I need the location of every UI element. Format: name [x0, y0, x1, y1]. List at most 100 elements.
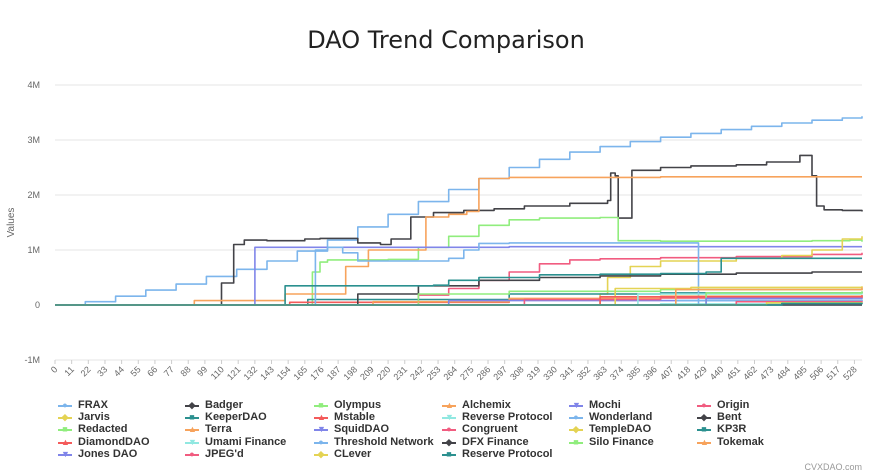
legend-item[interactable]: ● FRAX: [58, 399, 108, 411]
legend-item[interactable]: ■ Redacted: [58, 423, 128, 435]
x-tick-label: 286: [475, 364, 493, 382]
legend-label: Mochi: [589, 399, 621, 411]
y-tick-label: 1M: [27, 245, 40, 255]
legend-item[interactable]: ◆ Bent: [697, 411, 741, 423]
legend-label: Silo Finance: [589, 435, 654, 448]
y-tick-label: 2M: [27, 190, 40, 200]
x-tick-label: 187: [325, 364, 343, 382]
legend-item[interactable]: ▼ Jones DAO: [58, 448, 137, 460]
legend-item[interactable]: ▲ Tokemak: [697, 436, 764, 448]
x-tick-label: 275: [458, 364, 476, 382]
x-tick-label: 473: [758, 364, 776, 382]
legend-item[interactable]: ◆ TempleDAO: [569, 423, 651, 435]
legend-marker-icon: ●: [697, 399, 711, 411]
x-tick-label: 198: [342, 364, 360, 382]
legend-item[interactable]: ■ KP3R: [697, 423, 746, 435]
legend-item[interactable]: ● Origin: [697, 399, 749, 411]
legend-marker-icon: ▲: [58, 436, 72, 448]
legend-item[interactable]: ● Threshold Network: [314, 436, 434, 448]
legend-item[interactable]: ▲ Alchemix: [442, 399, 511, 411]
legend-item[interactable]: ● Congruent: [442, 423, 518, 435]
x-tick-label: 88: [178, 364, 192, 378]
legend-marker-icon: ■: [185, 411, 199, 423]
legend-label: Umami Finance: [205, 435, 287, 448]
legend-marker-icon: ◆: [185, 399, 199, 411]
y-tick-label: -1M: [25, 355, 41, 365]
legend-label: Mstable: [334, 411, 375, 424]
x-tick-label: 528: [841, 364, 859, 382]
x-tick-label: 121: [225, 364, 243, 382]
legend-item[interactable]: ● JPEG'd: [185, 448, 244, 460]
x-tick-label: 77: [162, 364, 176, 378]
x-tick-label: 220: [375, 364, 393, 382]
legend-label: Reverse Protocol: [462, 411, 553, 424]
chart-title: DAO Trend Comparison: [307, 26, 585, 54]
series-line-alchemix: [55, 176, 862, 306]
legend-marker-icon: ●: [58, 399, 72, 411]
series-line-frax: [55, 116, 863, 306]
legend-item[interactable]: ■ KeeperDAO: [185, 411, 267, 423]
legend-item[interactable]: ◆ CLever: [314, 448, 371, 460]
legend-item[interactable]: ◆ DFX Finance: [442, 436, 529, 448]
x-tick-label: 297: [491, 364, 509, 382]
legend-item[interactable]: ◆ Badger: [185, 399, 243, 411]
x-tick-label: 451: [725, 364, 743, 382]
y-tick-label: 4M: [27, 80, 40, 90]
legend-item[interactable]: ▲ DiamondDAO: [58, 436, 150, 448]
x-tick-label: 132: [242, 364, 260, 382]
legend-marker-icon: ▼: [442, 411, 456, 423]
x-tick-label: 385: [625, 364, 643, 382]
legend-marker-icon: ◆: [442, 436, 456, 448]
legend-item[interactable]: ▲ Terra: [185, 423, 232, 435]
series-line-kp3r: [55, 257, 862, 306]
legend-marker-icon: ▲: [314, 411, 328, 423]
y-tick-label: 3M: [27, 135, 40, 145]
legend-label: SquidDAO: [334, 423, 389, 436]
legend-label: TempleDAO: [589, 423, 652, 436]
legend-label: Tokemak: [717, 435, 764, 448]
x-tick-label: 242: [408, 364, 426, 382]
legend-label: Wonderland: [589, 411, 653, 424]
legend-item[interactable]: ■ Reserve Protocol: [442, 448, 552, 460]
x-tick-label: 264: [441, 364, 459, 382]
legend-label: Badger: [205, 399, 243, 411]
x-tick-label: 440: [708, 364, 726, 382]
legend-label: Reserve Protocol: [462, 447, 553, 460]
legend-marker-icon: ▲: [442, 399, 456, 411]
legend-item[interactable]: ● Wonderland: [569, 411, 652, 423]
x-tick-label: 495: [791, 364, 809, 382]
x-tick-label: 484: [775, 364, 793, 382]
legend-item[interactable]: ▼ Umami Finance: [185, 436, 286, 448]
legend-item[interactable]: ▼ SquidDAO: [314, 423, 389, 435]
y-axis-title: Values: [6, 208, 17, 238]
x-tick-label: 407: [658, 364, 676, 382]
legend-marker-icon: ■: [442, 448, 456, 460]
legend-label: FRAX: [78, 399, 108, 411]
x-tick-label: 429: [691, 364, 709, 382]
x-tick-label: 319: [525, 364, 543, 382]
x-tick-label: 165: [292, 364, 310, 382]
x-tick-label: 110: [209, 364, 226, 381]
legend-item[interactable]: ▲ Mstable: [314, 411, 375, 423]
x-tick-label: 176: [308, 364, 326, 382]
legend-marker-icon: ▼: [58, 448, 72, 460]
legend-label: Jarvis: [78, 411, 110, 424]
legend-marker-icon: ◆: [58, 411, 72, 423]
legend-label: Threshold Network: [334, 435, 434, 448]
legend-item[interactable]: ◆ Jarvis: [58, 411, 110, 423]
legend-label: KeeperDAO: [205, 411, 267, 424]
legend-label: Olympus: [334, 399, 382, 411]
legend-item[interactable]: ■ Olympus: [314, 399, 381, 411]
legend-item[interactable]: ▼ Reverse Protocol: [442, 411, 552, 423]
x-tick-label: 330: [541, 364, 559, 382]
legend-marker-icon: ◆: [569, 423, 583, 435]
legend-label: Terra: [205, 423, 232, 436]
legend-label: DFX Finance: [462, 435, 529, 448]
legend-item[interactable]: ▼ Mochi: [569, 399, 621, 411]
legend-item[interactable]: ■ Silo Finance: [569, 436, 654, 448]
legend-marker-icon: ■: [697, 423, 711, 435]
x-tick-label: 11: [62, 364, 76, 378]
legend-marker-icon: ▼: [569, 399, 583, 411]
x-tick-label: 231: [391, 364, 409, 382]
legend-marker-icon: ◆: [314, 448, 328, 460]
